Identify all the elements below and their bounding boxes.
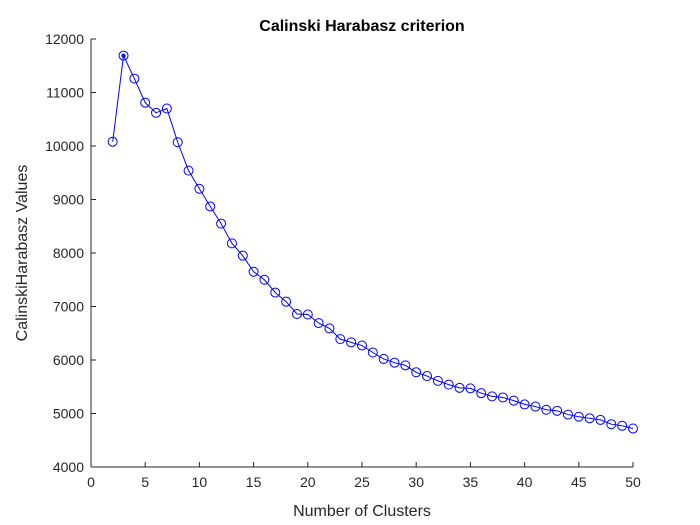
data-point xyxy=(107,136,118,147)
x-tick-label: 15 xyxy=(246,474,262,490)
y-tick-label: 11000 xyxy=(46,85,84,101)
data-point xyxy=(281,296,292,307)
y-tick-label: 7000 xyxy=(53,299,84,315)
data-point xyxy=(606,419,617,430)
data-point xyxy=(508,395,519,406)
x-tick-label: 0 xyxy=(87,474,95,490)
data-point xyxy=(454,382,465,393)
series-line xyxy=(112,53,634,429)
data-point xyxy=(335,334,346,345)
x-tick-label: 25 xyxy=(354,474,370,490)
data-point xyxy=(562,409,573,420)
data-point xyxy=(270,287,281,298)
data-point xyxy=(248,266,259,277)
data-point xyxy=(302,309,313,320)
data-point xyxy=(367,347,378,358)
data-point xyxy=(432,375,443,386)
data-point xyxy=(237,250,248,261)
y-tick-label: 4000 xyxy=(53,459,84,475)
data-point xyxy=(172,137,183,148)
data-point xyxy=(129,73,140,84)
data-point xyxy=(205,201,216,212)
data-point xyxy=(487,391,498,402)
data-point xyxy=(389,357,400,368)
data-point xyxy=(378,353,389,364)
plot-area xyxy=(107,50,638,434)
data-point xyxy=(357,340,367,351)
data-point xyxy=(573,411,584,422)
data-point xyxy=(400,360,411,371)
data-point xyxy=(628,423,638,434)
data-point xyxy=(161,103,172,114)
chart-title: Calinski Harabasz criterion xyxy=(259,18,464,35)
data-point xyxy=(151,107,162,118)
x-tick-label: 30 xyxy=(408,474,424,490)
y-tick-label: 10000 xyxy=(45,138,84,154)
x-tick-label: 50 xyxy=(625,474,641,490)
data-point xyxy=(422,371,433,382)
x-tick-label: 5 xyxy=(141,474,149,490)
data-point xyxy=(530,401,541,412)
data-point xyxy=(226,238,237,249)
axes: 0 5 10 15 20 25 30 35 40 45 50 4000 5000 6000 7000 8000… xyxy=(45,31,641,490)
data-point xyxy=(465,383,476,394)
data-point xyxy=(291,308,302,319)
x-axis-label: Number of Clusters xyxy=(293,503,431,520)
x-tick-label: 10 xyxy=(192,474,208,490)
optimal-k-marker xyxy=(121,53,126,58)
y-axis-label: CalinskiHarabasz Values xyxy=(14,165,31,342)
data-point xyxy=(183,165,194,176)
data-point xyxy=(259,274,270,285)
data-point xyxy=(476,388,487,399)
y-tick-label: 6000 xyxy=(53,352,84,368)
data-point xyxy=(313,318,324,329)
data-point xyxy=(497,392,508,403)
data-point xyxy=(346,337,357,348)
y-tick-label: 5000 xyxy=(53,406,84,422)
x-tick-label: 35 xyxy=(463,474,479,490)
data-point xyxy=(617,420,628,431)
data-point xyxy=(411,367,422,378)
data-point xyxy=(552,405,563,416)
y-tick-label: 12000 xyxy=(45,31,84,47)
data-point xyxy=(324,323,335,334)
x-tick-label: 40 xyxy=(517,474,533,490)
data-point xyxy=(118,50,129,61)
data-point xyxy=(443,379,454,390)
data-point xyxy=(216,218,227,229)
x-tick-label: 20 xyxy=(300,474,316,490)
x-tick-label: 45 xyxy=(571,474,587,490)
data-point xyxy=(140,97,151,108)
data-point xyxy=(519,399,530,410)
y-tick-label: 8000 xyxy=(53,245,84,261)
data-point xyxy=(194,183,205,194)
data-point xyxy=(584,413,595,424)
y-tick-label: 9000 xyxy=(53,192,84,208)
data-point xyxy=(541,404,552,415)
data-point xyxy=(595,414,606,425)
